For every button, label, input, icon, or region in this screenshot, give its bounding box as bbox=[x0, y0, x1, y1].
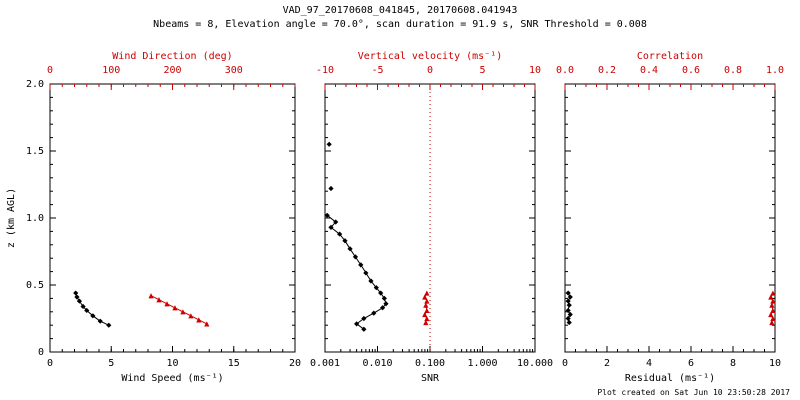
svg-text:100: 100 bbox=[102, 65, 120, 76]
svg-text:Wind Direction (deg): Wind Direction (deg) bbox=[112, 51, 232, 62]
svg-text:0: 0 bbox=[47, 358, 53, 369]
series-wind-direction bbox=[148, 293, 210, 327]
svg-text:5: 5 bbox=[479, 65, 485, 76]
svg-text:-5: -5 bbox=[371, 65, 383, 76]
svg-text:0.001: 0.001 bbox=[310, 358, 340, 369]
svg-text:1.5: 1.5 bbox=[26, 146, 44, 157]
series-wind-speed bbox=[73, 290, 112, 328]
svg-text:0.010: 0.010 bbox=[362, 358, 392, 369]
svg-text:0.0: 0.0 bbox=[556, 65, 574, 76]
svg-text:Correlation: Correlation bbox=[637, 51, 703, 62]
svg-text:SNR: SNR bbox=[421, 373, 440, 384]
svg-text:1.0: 1.0 bbox=[766, 65, 784, 76]
svg-text:2: 2 bbox=[604, 358, 610, 369]
svg-text:5: 5 bbox=[108, 358, 114, 369]
svg-text:2.0: 2.0 bbox=[26, 79, 44, 90]
svg-text:8: 8 bbox=[730, 358, 736, 369]
plot-title: VAD_97_20170608_041845, 20170608.041943 bbox=[282, 5, 518, 16]
panel-residual: 0 2 4 6 8 10 Residual (ms⁻¹) 0.0 0.2 0.4 0.6 0.8 1.0… bbox=[556, 51, 784, 384]
svg-text:0.2: 0.2 bbox=[598, 65, 616, 76]
svg-text:-10: -10 bbox=[316, 65, 334, 76]
svg-text:10: 10 bbox=[769, 358, 781, 369]
svg-text:300: 300 bbox=[225, 65, 243, 76]
series-snr-detached bbox=[326, 141, 334, 192]
series-vertical-velocity bbox=[422, 290, 430, 326]
svg-text:Residual (ms⁻¹): Residual (ms⁻¹) bbox=[625, 373, 715, 384]
svg-text:0.6: 0.6 bbox=[682, 65, 700, 76]
series-residual bbox=[565, 290, 573, 326]
svg-text:0: 0 bbox=[562, 358, 568, 369]
svg-text:4: 4 bbox=[646, 358, 652, 369]
svg-text:0.100: 0.100 bbox=[415, 358, 445, 369]
svg-text:z (km AGL): z (km AGL) bbox=[6, 188, 17, 248]
plot-created-timestamp: Plot created on Sat Jun 10 23:50:28 2017 bbox=[597, 388, 790, 397]
svg-text:0: 0 bbox=[427, 65, 433, 76]
svg-text:0.4: 0.4 bbox=[640, 65, 658, 76]
plot-subtitle: Nbeams = 8, Elevation angle = 70.0°, sca… bbox=[153, 19, 647, 30]
svg-text:200: 200 bbox=[163, 65, 181, 76]
svg-text:1.0: 1.0 bbox=[26, 213, 44, 224]
svg-text:0.5: 0.5 bbox=[26, 280, 44, 291]
series-correlation bbox=[768, 290, 776, 326]
svg-text:0: 0 bbox=[47, 65, 53, 76]
series-snr-profile bbox=[324, 212, 389, 332]
svg-text:Vertical velocity (ms⁻¹): Vertical velocity (ms⁻¹) bbox=[358, 51, 503, 62]
svg-text:0.8: 0.8 bbox=[724, 65, 742, 76]
svg-text:20: 20 bbox=[289, 358, 301, 369]
svg-text:0: 0 bbox=[38, 347, 44, 358]
panel-snr: 0.001 0.010 0.100 1.000 10.000 SNR -10 -5 0 5 10 Ve… bbox=[310, 51, 553, 384]
svg-text:1.000: 1.000 bbox=[467, 358, 497, 369]
svg-text:10.000: 10.000 bbox=[517, 358, 553, 369]
svg-text:10: 10 bbox=[529, 65, 541, 76]
svg-text:Wind Speed (ms⁻¹): Wind Speed (ms⁻¹) bbox=[121, 373, 223, 384]
svg-text:15: 15 bbox=[228, 358, 240, 369]
svg-text:6: 6 bbox=[688, 358, 694, 369]
svg-text:10: 10 bbox=[166, 358, 178, 369]
panel-wind: 0 5 10 15 20 Wind Speed (ms⁻¹) 0 100 200 300 Wind … bbox=[6, 51, 301, 384]
